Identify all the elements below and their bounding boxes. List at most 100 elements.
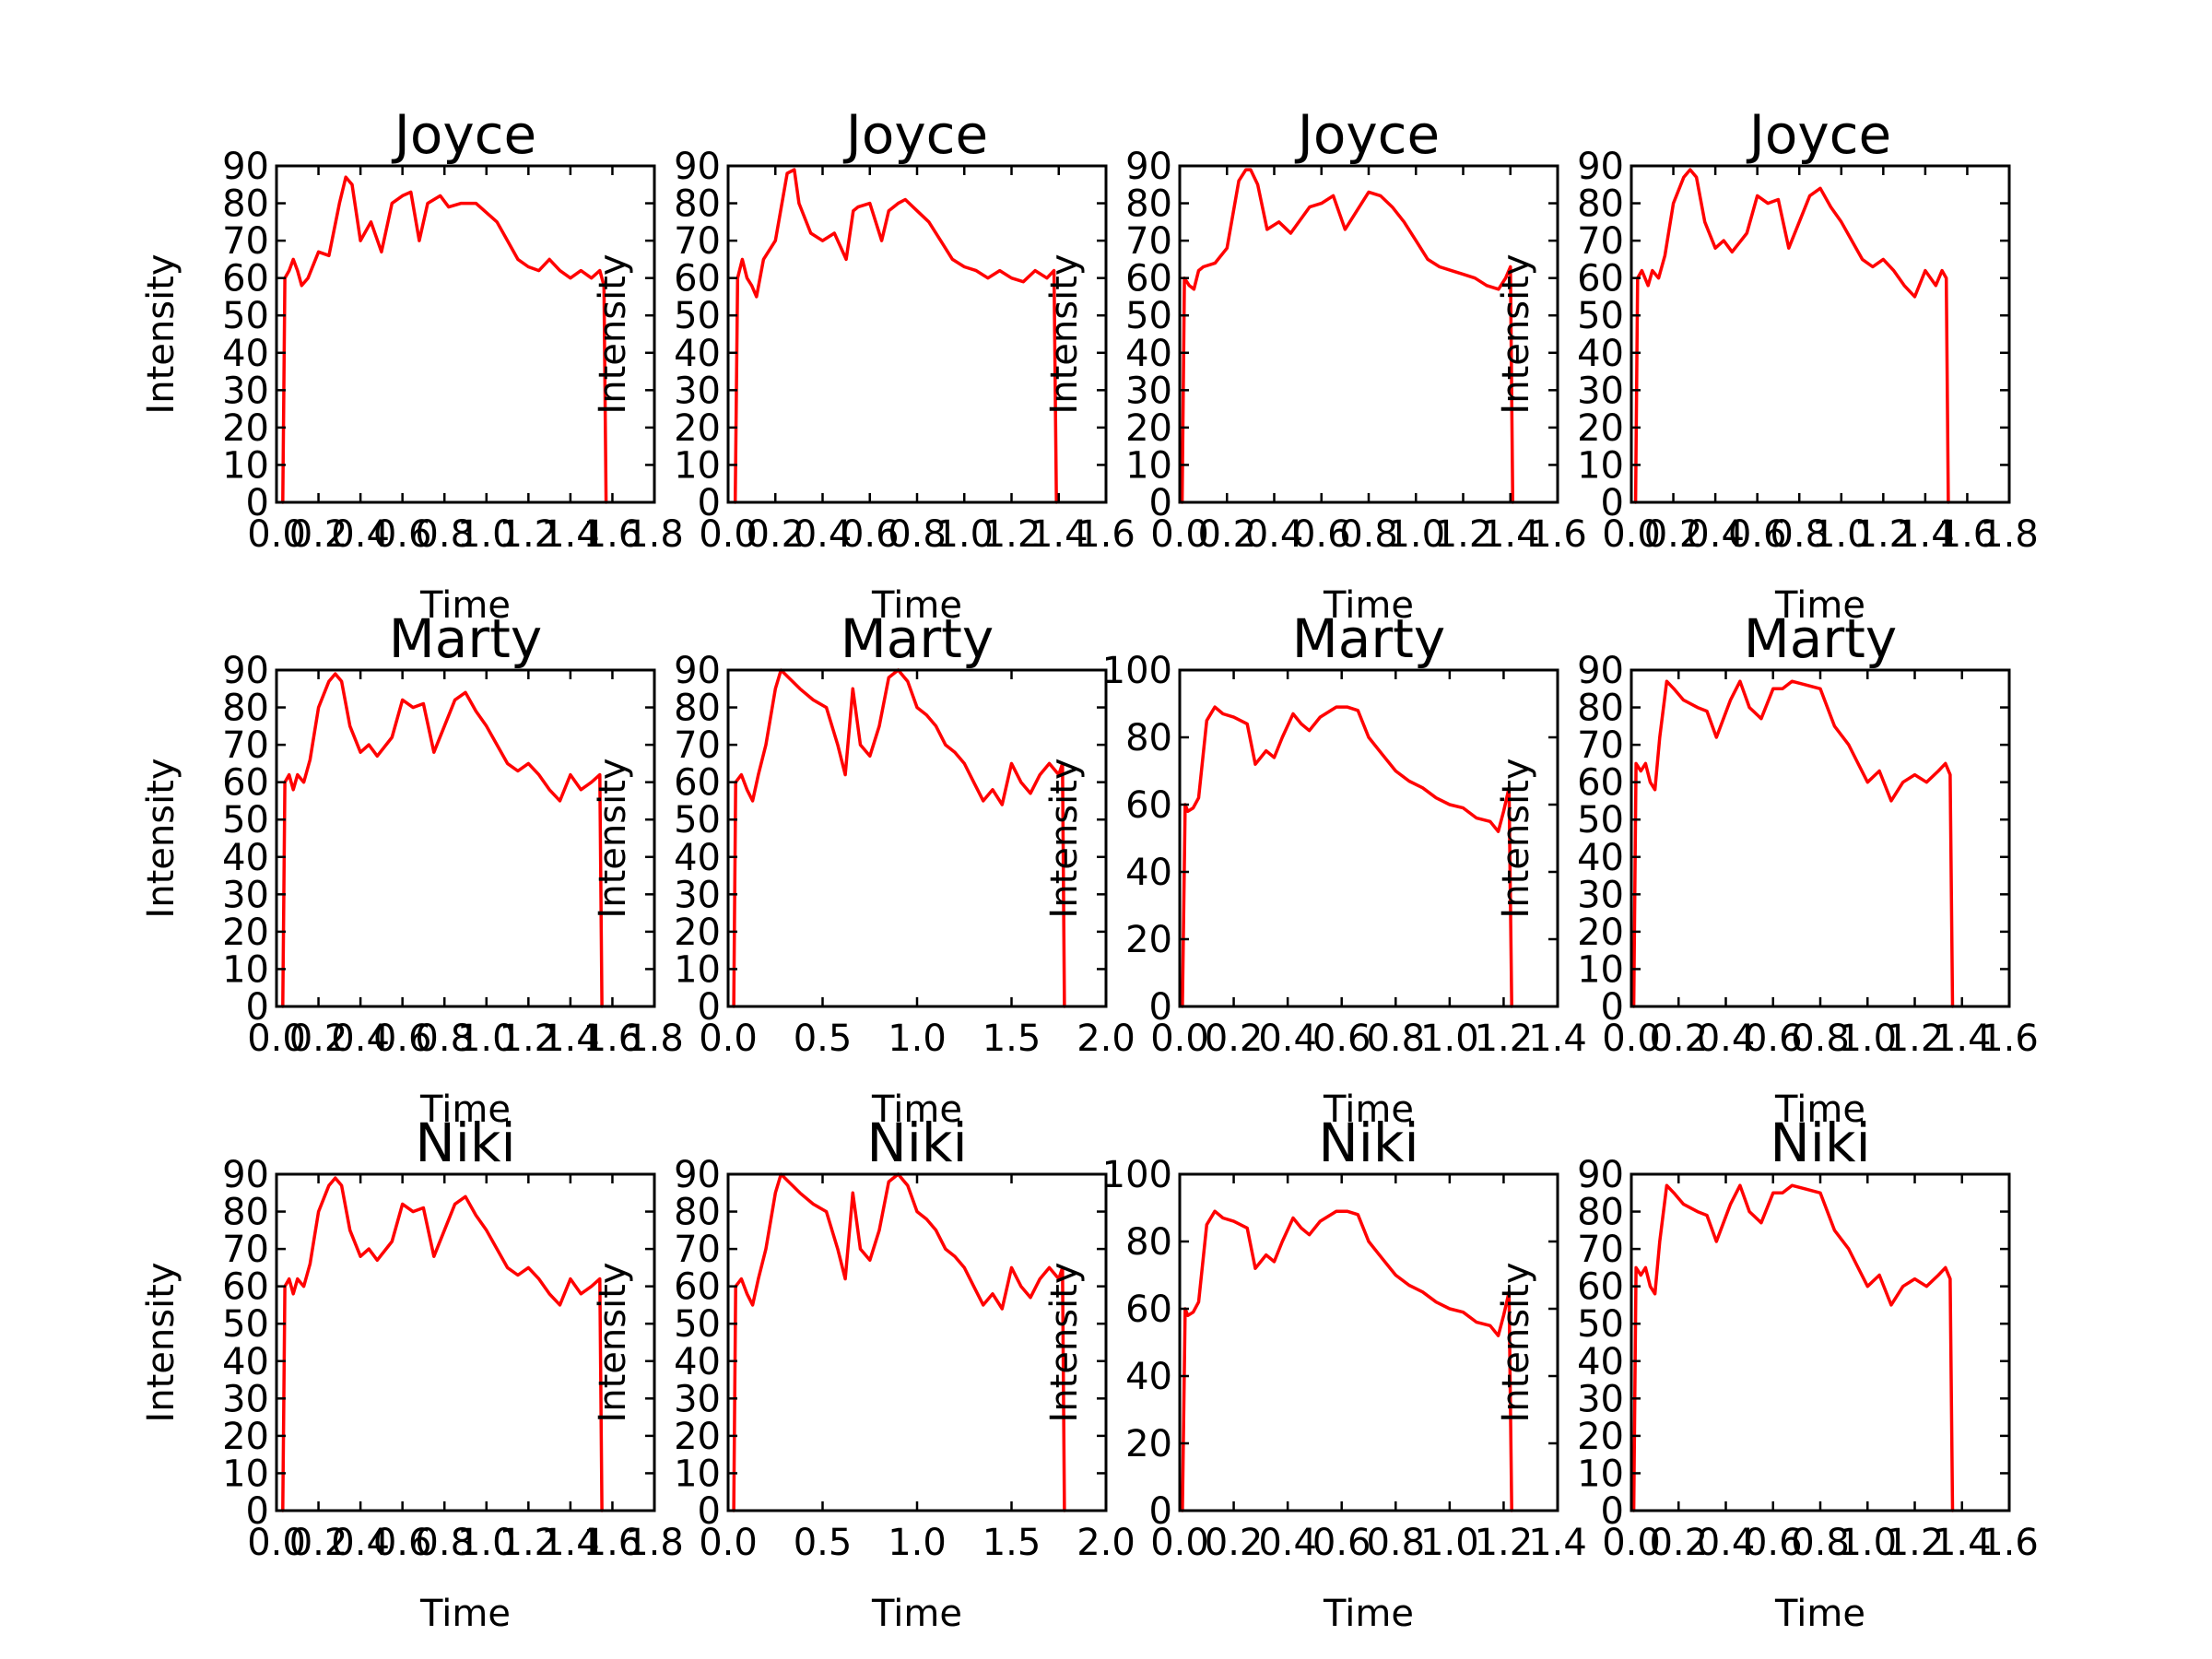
x-tick-label: 0.5 <box>794 1018 853 1060</box>
y-tick-label: 80 <box>1125 717 1172 759</box>
y-axis-label: Intensity <box>1495 253 1537 414</box>
y-tick-label: 40 <box>674 837 721 879</box>
x-tick-label: 0.8 <box>415 513 474 556</box>
intensity-series-line <box>1633 168 1950 504</box>
y-tick-label: 20 <box>1125 407 1172 450</box>
y-tick-label: 50 <box>1125 295 1172 337</box>
x-tick-label: 0.2 <box>1649 1522 1708 1564</box>
subplot-title: Joyce <box>1747 103 1892 166</box>
y-tick-label: 20 <box>674 912 721 954</box>
x-axis-label: Time <box>1323 584 1414 627</box>
x-tick-label: 1.2 <box>982 513 1041 556</box>
x-tick-label: 0.2 <box>289 1522 348 1564</box>
x-tick-label: 0.2 <box>1205 1522 1264 1564</box>
y-tick-label: 40 <box>222 1341 269 1383</box>
y-tick-label: 20 <box>1577 912 1624 954</box>
y-tick-label: 20 <box>1125 1423 1172 1465</box>
subplot-2: 0.00.20.40.60.81.01.21.41.6 0102030405060… <box>592 103 1135 627</box>
x-tick-label: 0.0 <box>1602 1522 1661 1564</box>
x-tick-label: 0.6 <box>1292 513 1351 556</box>
x-tick-label: 1.4 <box>541 1522 600 1564</box>
subplot-9: 0.00.20.40.60.81.01.21.41.61.8 0102030405… <box>140 1112 684 1635</box>
y-tick-label: 70 <box>1577 220 1624 263</box>
intensity-series-line <box>1181 1209 1513 1512</box>
x-tick-label: 1.5 <box>982 1522 1041 1564</box>
x-tick-label: 0.5 <box>794 1522 853 1564</box>
intensity-series-line <box>1631 679 1955 1008</box>
x-tick-label: 1.6 <box>583 1018 642 1060</box>
x-tick-label: 1.0 <box>1420 1522 1479 1564</box>
x-tick-label: 1.8 <box>1980 513 2039 556</box>
x-tick-label: 1.6 <box>583 513 642 556</box>
x-tick-label: 0.0 <box>699 1522 758 1564</box>
x-tick-label: 0.0 <box>247 513 306 556</box>
x-tick-label: 0.4 <box>331 1522 390 1564</box>
subplot-title: Marty <box>1744 607 1898 670</box>
y-tick-label: 90 <box>674 650 721 692</box>
x-tick-label: 0.0 <box>247 1522 306 1564</box>
y-tick-label: 20 <box>222 1416 269 1458</box>
x-tick-label: 0.8 <box>1339 513 1398 556</box>
y-tick-label: 60 <box>674 762 721 805</box>
y-tick-label: 20 <box>222 407 269 450</box>
y-tick-label: 80 <box>1577 1192 1624 1234</box>
x-axis-label: Time <box>419 584 511 627</box>
y-tick-label: 50 <box>222 799 269 841</box>
x-tick-label: 1.4 <box>1933 1522 1992 1564</box>
x-tick-label: 0.2 <box>1649 1018 1708 1060</box>
x-tick-label: 1.4 <box>1528 1018 1587 1060</box>
x-tick-label: 1.0 <box>935 513 994 556</box>
y-tick-label: 0 <box>698 482 721 524</box>
y-tick-label: 80 <box>222 1192 269 1234</box>
y-axis-label: Intensity <box>1043 1262 1086 1422</box>
subplot-title: Marty <box>1292 607 1446 670</box>
y-tick-label: 20 <box>1577 1416 1624 1458</box>
y-tick-label: 60 <box>1125 258 1172 300</box>
x-tick-label: 0.8 <box>1770 513 1829 556</box>
x-tick-label: 1.0 <box>1838 1522 1897 1564</box>
y-tick-label: 80 <box>674 183 721 226</box>
x-tick-label: 1.6 <box>1938 513 1997 556</box>
x-tick-label: 1.2 <box>1886 1522 1945 1564</box>
y-tick-label: 40 <box>1125 1356 1172 1398</box>
y-tick-label: 20 <box>674 1416 721 1458</box>
x-tick-label: 1.0 <box>888 1018 947 1060</box>
subplot-title: Niki <box>1318 1112 1418 1174</box>
x-tick-label: 1.6 <box>1980 1018 2039 1060</box>
x-tick-label: 0.6 <box>1744 1018 1803 1060</box>
subplot-8: 0.00.20.40.60.81.01.21.41.60102030405060… <box>1495 607 2039 1131</box>
y-tick-label: 0 <box>246 1490 269 1533</box>
y-tick-label: 90 <box>222 1154 269 1196</box>
y-tick-label: 10 <box>674 444 721 487</box>
x-tick-label: 1.0 <box>457 1522 516 1564</box>
subplot-4: 0.00.20.40.60.81.01.21.41.61.80102030405… <box>1495 103 2039 627</box>
x-tick-label: 1.4 <box>1030 513 1088 556</box>
intensity-series-line <box>1180 168 1515 504</box>
x-tick-label: 0.0 <box>1150 513 1209 556</box>
x-tick-label: 1.0 <box>888 1522 947 1564</box>
intensity-series-line <box>281 175 608 504</box>
x-tick-label: 0.4 <box>1258 1522 1317 1564</box>
y-tick-label: 70 <box>1577 1229 1624 1271</box>
y-tick-label: 100 <box>1102 1154 1172 1196</box>
y-tick-label: 80 <box>1125 1221 1172 1264</box>
y-tick-label: 0 <box>1149 986 1172 1029</box>
y-tick-label: 30 <box>1577 874 1624 916</box>
x-tick-label: 2.0 <box>1077 1522 1135 1564</box>
y-tick-label: 70 <box>674 1229 721 1271</box>
x-tick-label: 1.4 <box>1933 1018 1992 1060</box>
x-tick-label: 0.8 <box>1366 1522 1425 1564</box>
y-tick-label: 20 <box>1125 919 1172 961</box>
y-axis-label: Intensity <box>1495 758 1537 918</box>
x-tick-label: 0.0 <box>1150 1522 1209 1564</box>
x-tick-label: 1.6 <box>1077 513 1135 556</box>
y-tick-label: 30 <box>674 370 721 412</box>
y-tick-label: 60 <box>222 762 269 805</box>
subplot-title: Niki <box>1770 1112 1870 1174</box>
x-tick-label: 0.6 <box>1312 1018 1371 1060</box>
subplot-3: 0.00.20.40.60.81.01.21.41.60102030405060… <box>1043 103 1587 627</box>
subplot-title: Niki <box>866 1112 967 1174</box>
y-tick-label: 40 <box>1577 333 1624 375</box>
x-tick-label: 0.6 <box>373 1018 432 1060</box>
